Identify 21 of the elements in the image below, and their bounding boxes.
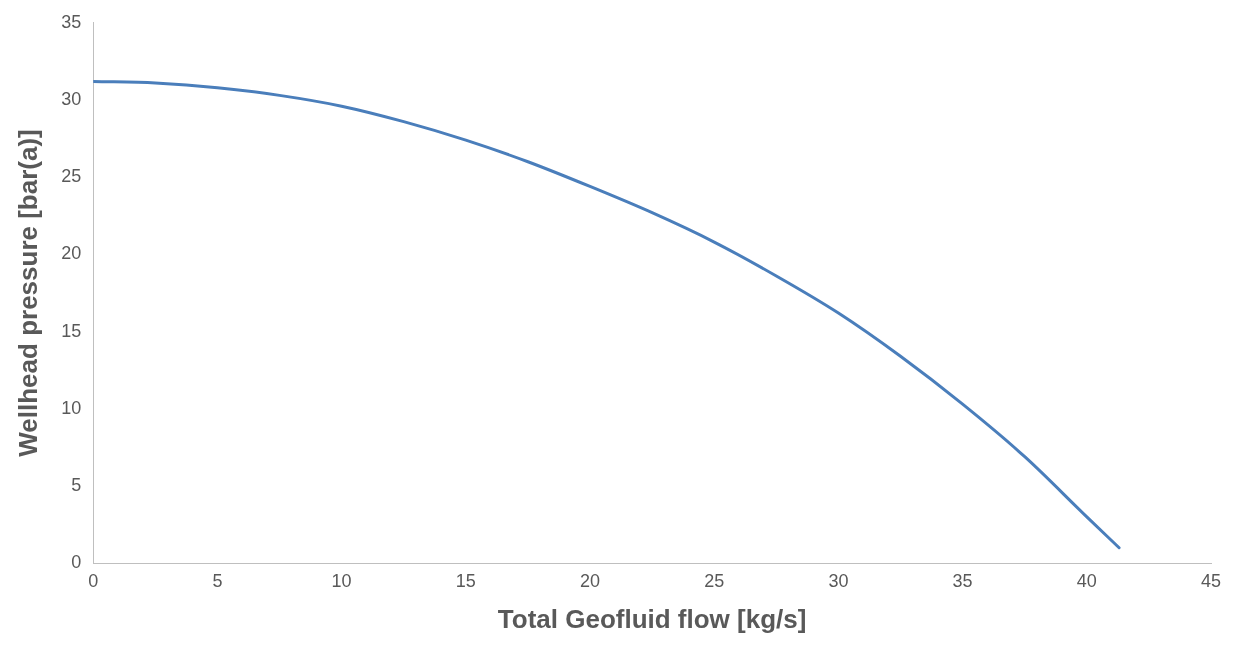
x-tick-label: 40 bbox=[1076, 570, 1097, 591]
x-tick-label: 0 bbox=[88, 570, 99, 591]
y-axis-title: Wellhead pressure [bar(a)] bbox=[12, 129, 43, 457]
x-tick-label: 35 bbox=[952, 570, 973, 591]
x-tick-label: 20 bbox=[580, 570, 601, 591]
x-tick-label: 15 bbox=[455, 570, 476, 591]
x-tick-label: 5 bbox=[212, 570, 223, 591]
y-tick-label: 15 bbox=[61, 320, 82, 341]
x-tick-label: 30 bbox=[828, 570, 849, 591]
x-tick-label: 25 bbox=[704, 570, 725, 591]
line-series bbox=[93, 79, 1121, 550]
y-tick-label: 35 bbox=[61, 11, 82, 32]
y-tick-label: 25 bbox=[61, 166, 82, 187]
y-tick-label: 0 bbox=[71, 552, 82, 573]
y-tick-label: 5 bbox=[71, 474, 82, 495]
y-tick-label: 10 bbox=[61, 397, 82, 418]
y-tick-label: 20 bbox=[61, 243, 82, 264]
y-tick-label: 30 bbox=[61, 88, 82, 109]
x-tick-label: 45 bbox=[1200, 570, 1222, 591]
x-tick-label: 10 bbox=[331, 570, 352, 591]
x-axis-title: Total Geofluid flow [kg/s] bbox=[497, 603, 807, 634]
